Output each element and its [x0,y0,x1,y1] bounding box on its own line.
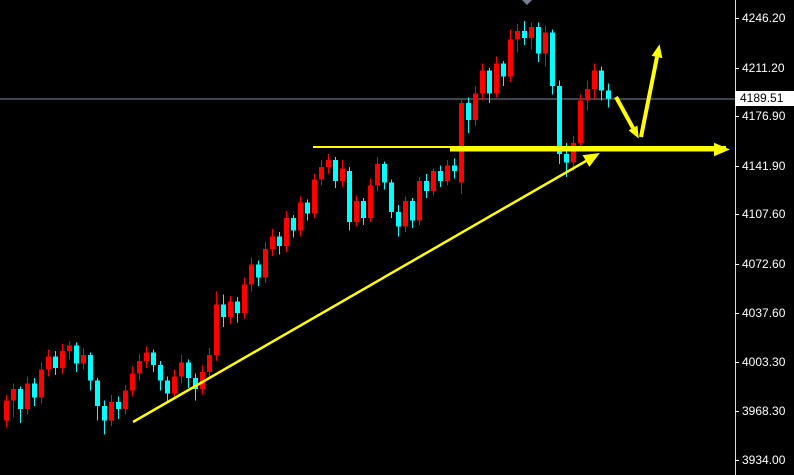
price-axis-tick [735,411,739,412]
price-axis-label: 4037.60 [742,306,786,320]
resistance-arrow[interactable] [450,142,730,157]
current-price-box: 4189.51 [735,91,794,106]
candles-group [4,21,611,435]
price-axis-label: 4211.20 [742,61,785,75]
price-axis-label: 3934.00 [742,453,786,467]
price-axis-tick [735,116,739,117]
price-axis-label: 4072.60 [742,257,786,271]
price-axis-label: 4246.20 [742,11,786,25]
price-axis-tick [735,166,739,167]
price-axis-tick [735,68,739,69]
price-axis-tick [735,362,739,363]
price-axis-label: 4141.90 [742,159,786,173]
price-axis-label: 4176.90 [742,109,786,123]
price-axis-border [735,0,736,475]
price-axis-tick [735,214,739,215]
current-price-value: 4189.51 [740,91,784,105]
price-axis-tick [735,313,739,314]
fractal-down-icon [522,0,532,5]
expected-rally-arrow[interactable] [639,44,663,138]
price-axis-tick [735,264,739,265]
price-axis-tick [735,18,739,19]
price-axis-label: 3968.30 [742,404,786,418]
ascending-trendline-arrow[interactable] [132,153,600,424]
price-axis-label: 4107.60 [742,207,786,221]
price-axis-tick [735,460,739,461]
price-axis-label: 4003.30 [742,355,786,369]
expected-pullback-arrow[interactable] [614,96,639,139]
